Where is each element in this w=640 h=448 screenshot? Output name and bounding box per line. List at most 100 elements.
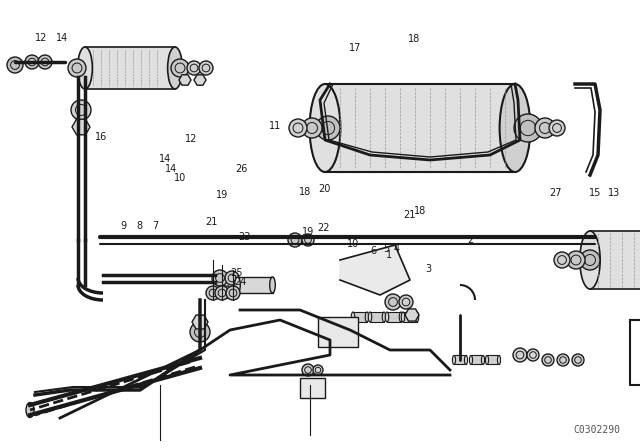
Text: 14: 14 xyxy=(159,154,172,164)
Text: 22: 22 xyxy=(317,224,330,233)
Circle shape xyxy=(302,118,322,138)
Ellipse shape xyxy=(368,312,372,322)
Ellipse shape xyxy=(365,312,369,322)
Circle shape xyxy=(187,61,201,75)
Circle shape xyxy=(7,57,23,73)
Text: 26: 26 xyxy=(236,164,248,174)
Ellipse shape xyxy=(497,356,500,365)
Circle shape xyxy=(527,349,539,361)
Text: 27: 27 xyxy=(549,188,562,198)
Circle shape xyxy=(572,354,584,366)
Text: 1: 1 xyxy=(386,250,392,260)
Polygon shape xyxy=(72,119,90,135)
Circle shape xyxy=(212,270,228,286)
Text: 2: 2 xyxy=(467,235,474,245)
Bar xyxy=(590,231,640,289)
Text: 6: 6 xyxy=(370,246,376,256)
Circle shape xyxy=(68,59,86,77)
Polygon shape xyxy=(405,309,419,321)
Ellipse shape xyxy=(77,47,92,89)
Circle shape xyxy=(225,271,239,285)
Text: 21: 21 xyxy=(403,210,416,220)
Polygon shape xyxy=(218,286,232,298)
Circle shape xyxy=(215,286,229,300)
Circle shape xyxy=(316,116,340,140)
Circle shape xyxy=(38,55,52,69)
Text: 16: 16 xyxy=(95,132,108,142)
Polygon shape xyxy=(194,75,206,85)
Ellipse shape xyxy=(399,312,403,322)
Text: 4: 4 xyxy=(394,244,400,254)
Bar xyxy=(387,312,401,322)
Bar xyxy=(318,317,358,347)
Ellipse shape xyxy=(500,84,531,172)
Text: 14: 14 xyxy=(56,33,68,43)
Ellipse shape xyxy=(168,47,182,89)
Ellipse shape xyxy=(415,312,419,322)
Ellipse shape xyxy=(481,356,484,365)
Text: 10: 10 xyxy=(347,239,360,249)
Text: 14: 14 xyxy=(164,164,177,174)
Circle shape xyxy=(580,250,600,270)
Ellipse shape xyxy=(401,312,404,322)
Bar xyxy=(471,356,483,365)
Circle shape xyxy=(554,252,570,268)
Circle shape xyxy=(549,120,565,136)
Ellipse shape xyxy=(351,312,355,322)
Ellipse shape xyxy=(580,231,600,289)
Text: 3: 3 xyxy=(426,264,432,274)
Bar xyxy=(353,312,367,322)
Text: 12: 12 xyxy=(184,134,197,144)
Ellipse shape xyxy=(382,312,386,322)
Text: 12: 12 xyxy=(35,33,48,43)
Ellipse shape xyxy=(310,84,340,172)
Text: 5: 5 xyxy=(383,244,389,254)
Bar xyxy=(300,378,325,398)
Ellipse shape xyxy=(269,277,275,293)
Text: 13: 13 xyxy=(608,188,621,198)
Circle shape xyxy=(289,119,307,137)
Polygon shape xyxy=(192,315,208,329)
Polygon shape xyxy=(179,75,191,85)
Text: 20: 20 xyxy=(318,184,331,194)
Text: 10: 10 xyxy=(174,173,187,183)
Circle shape xyxy=(226,286,240,300)
Text: 18: 18 xyxy=(413,206,426,215)
Circle shape xyxy=(399,295,413,309)
Ellipse shape xyxy=(452,356,456,365)
Bar xyxy=(370,312,384,322)
Text: C0302290: C0302290 xyxy=(573,425,620,435)
Circle shape xyxy=(199,61,213,75)
Circle shape xyxy=(313,365,323,375)
Circle shape xyxy=(385,294,401,310)
Text: 17: 17 xyxy=(349,43,362,53)
Text: 11: 11 xyxy=(269,121,282,131)
Circle shape xyxy=(302,234,314,246)
Circle shape xyxy=(542,354,554,366)
Circle shape xyxy=(567,251,585,269)
Text: 25: 25 xyxy=(230,268,243,278)
Ellipse shape xyxy=(469,356,472,365)
Circle shape xyxy=(25,55,39,69)
Text: 8: 8 xyxy=(136,221,143,231)
Circle shape xyxy=(206,286,220,300)
Circle shape xyxy=(513,348,527,362)
Circle shape xyxy=(71,100,91,120)
Text: 23: 23 xyxy=(238,233,251,242)
Ellipse shape xyxy=(385,312,388,322)
Ellipse shape xyxy=(485,356,488,365)
Bar xyxy=(403,312,417,322)
Circle shape xyxy=(302,364,314,376)
Circle shape xyxy=(557,354,569,366)
Bar xyxy=(325,84,515,172)
Text: 15: 15 xyxy=(589,188,602,198)
Polygon shape xyxy=(340,245,410,295)
Circle shape xyxy=(190,322,210,342)
Text: 19: 19 xyxy=(216,190,228,200)
Text: 7: 7 xyxy=(152,221,159,231)
Text: 19: 19 xyxy=(302,227,315,237)
Text: 9: 9 xyxy=(120,221,127,231)
Text: 24: 24 xyxy=(234,277,246,287)
Ellipse shape xyxy=(26,402,34,418)
Circle shape xyxy=(171,59,189,77)
